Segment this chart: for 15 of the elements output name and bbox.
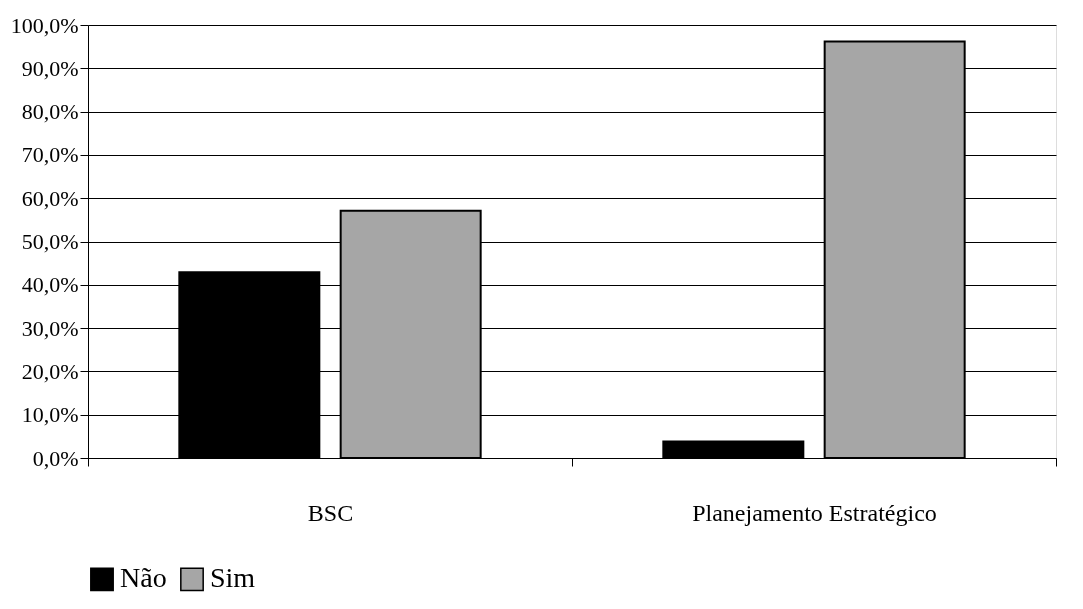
x-tick-label: BSC bbox=[307, 499, 354, 526]
y-tick-label: 90,0% bbox=[21, 55, 79, 81]
y-tick-label: 100,0% bbox=[10, 12, 79, 38]
y-tick-label: 0,0% bbox=[32, 445, 79, 471]
legend-label: Sim bbox=[210, 562, 256, 594]
y-tick-label: 80,0% bbox=[21, 99, 79, 125]
y-tick-label: 50,0% bbox=[21, 229, 79, 254]
y-tick-label: 10,0% bbox=[21, 402, 79, 428]
legend-label: Não bbox=[120, 562, 167, 594]
y-tick-label: 60,0% bbox=[21, 185, 79, 211]
y-tick-label: 20,0% bbox=[21, 358, 79, 384]
y-tick-label: 70,0% bbox=[21, 142, 79, 168]
y-tick-label: 30,0% bbox=[21, 315, 79, 341]
x-tick-label: Planejamento Estratégico bbox=[692, 499, 937, 526]
y-tick-label: 40,0% bbox=[21, 272, 79, 298]
